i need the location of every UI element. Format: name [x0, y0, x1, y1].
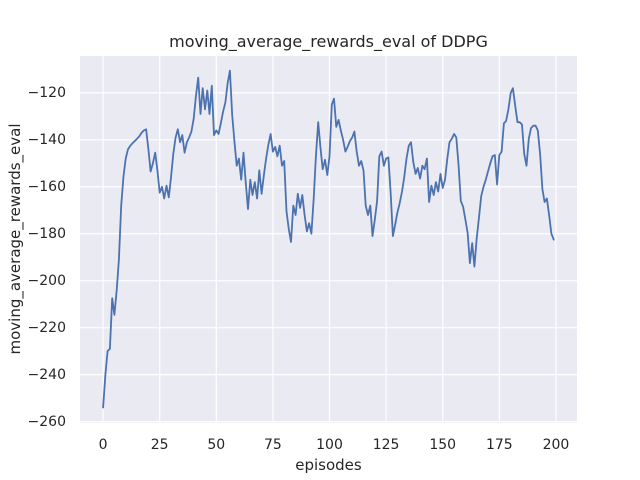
x-axis-label: episodes [295, 456, 362, 474]
y-tick-label: −180 [27, 225, 66, 242]
y-tick-label: −160 [27, 178, 66, 195]
x-tick-label: 100 [316, 437, 343, 453]
y-tick-label: −240 [27, 366, 66, 383]
y-tick-label: −260 [27, 413, 66, 430]
y-tick-label: −200 [27, 272, 66, 289]
data-line [102, 69, 555, 409]
x-tick-label: 50 [207, 437, 226, 453]
gridlines [80, 56, 577, 423]
y-tick-label: −140 [27, 131, 66, 148]
chart-title: moving_average_rewards_eval of DDPG [169, 32, 488, 51]
x-tick-label: 200 [542, 437, 570, 453]
x-tick-label: 150 [429, 437, 457, 453]
y-tick-label: −120 [27, 84, 66, 101]
y-tick-label: −220 [27, 319, 66, 336]
x-tick-label: 25 [150, 437, 169, 453]
x-tick-label: 125 [372, 437, 400, 453]
plot-area [80, 56, 577, 423]
x-tick-label: 75 [263, 437, 282, 453]
x-tick-label: 175 [485, 437, 513, 453]
x-tick-label: 0 [98, 437, 108, 453]
